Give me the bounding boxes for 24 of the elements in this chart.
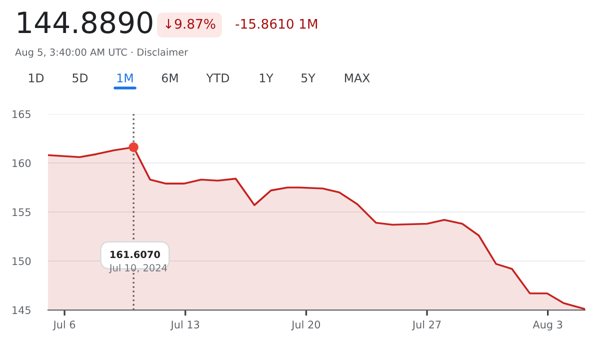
x-tick-label: Aug 3 — [532, 320, 562, 331]
y-tick-label: 160 — [12, 159, 31, 168]
y-tick-label: 165 — [12, 110, 30, 118]
chart-title: 144.8890 — [18, 11, 152, 34]
x-tick-label: Jul 6 — [52, 320, 76, 330]
text: YTD — [206, 74, 230, 82]
text: 1M — [117, 74, 133, 82]
y-tick-label: 155 — [12, 208, 30, 216]
x-tick-label: Jul 20 — [291, 320, 320, 330]
text: ↓9.87% — [166, 18, 216, 29]
chart-subtitle: Aug 5, 3:40:00 AM UTC · Disclaimer — [15, 48, 188, 58]
annotation: 161.6070 — [110, 250, 160, 258]
text: 1D — [28, 74, 44, 82]
text: 1Y — [260, 74, 274, 82]
x-tick-label: Jul 27 — [412, 320, 441, 330]
annotation: Jul 10, 2024 — [108, 264, 167, 274]
y-tick-label: 150 — [12, 257, 31, 266]
text: 6M — [162, 73, 178, 82]
text: 5Y — [302, 74, 316, 82]
text: 5D — [72, 74, 88, 82]
y-tick-label: 145 — [12, 306, 30, 314]
text: -15.8610 1M — [236, 18, 318, 29]
text: MAX — [344, 74, 370, 82]
x-tick-label: Jul 13 — [170, 320, 200, 330]
